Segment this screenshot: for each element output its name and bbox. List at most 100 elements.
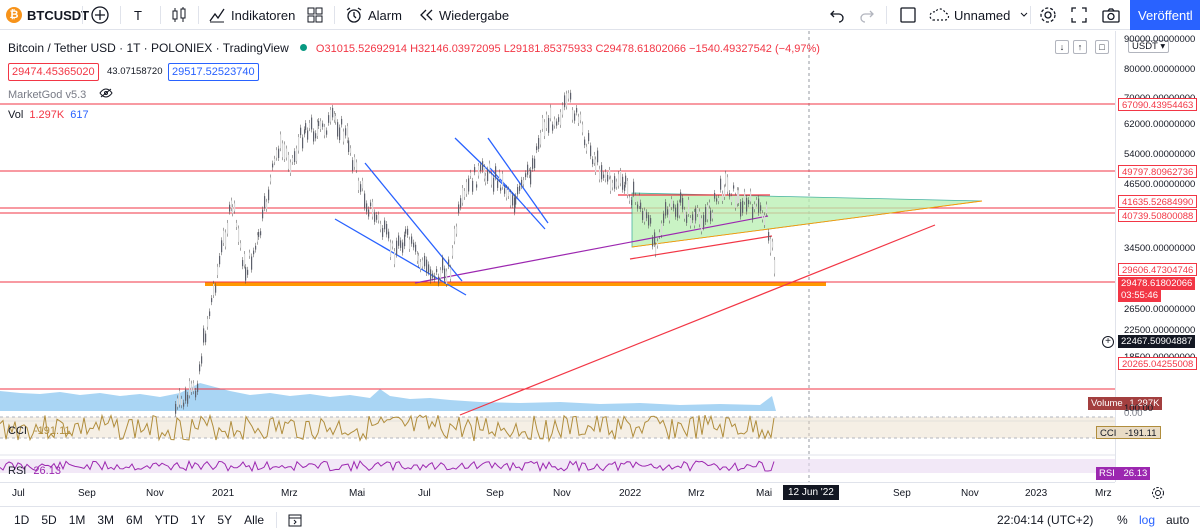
volume-value: 1.297K (29, 109, 65, 121)
candle-body (599, 168, 601, 180)
candle-body (240, 243, 242, 248)
candle-body (249, 252, 251, 256)
candle-body (335, 115, 337, 122)
candle-body (307, 130, 309, 140)
range-3m-button[interactable]: 3M (97, 512, 115, 527)
candle-body (417, 254, 419, 261)
candle-body (407, 228, 409, 235)
candle-body (514, 197, 516, 213)
currency-select[interactable]: USDT ▾ (1128, 40, 1170, 53)
price-scale[interactable]: USDT ▾ 90000.00000000 80000.00000000 700… (1088, 31, 1200, 482)
clock[interactable]: 22:04:14 (UTC+2) (997, 512, 1094, 527)
range-1m-button[interactable]: 1M (68, 512, 86, 527)
range-6m-button[interactable]: 6M (126, 512, 143, 527)
time-axis[interactable]: Jul Sep Nov 2021 Mrz Mai Jul Sep Nov 202… (0, 482, 1164, 504)
candle-body (348, 140, 350, 152)
gear-icon[interactable] (1151, 486, 1165, 500)
range-5y-button[interactable]: 5Y (217, 512, 233, 527)
candle-body (705, 207, 707, 222)
candle-body (519, 185, 521, 191)
candle-body (667, 209, 669, 215)
templates-button[interactable] (306, 4, 324, 26)
symbol-search[interactable]: ₿ BTCUSDT (6, 4, 89, 26)
range-all-button[interactable]: Alle (244, 512, 265, 527)
candle-body (504, 188, 506, 194)
settings-button[interactable] (1039, 4, 1057, 26)
candle-body (330, 109, 332, 122)
fullscreen-select-button[interactable] (899, 4, 917, 26)
redo-icon (860, 10, 874, 23)
candle-body (470, 172, 472, 176)
candle-body (318, 121, 320, 127)
chart-pane[interactable]: Bitcoin / Tether USD · 1T · POLONIEX · T… (0, 31, 1200, 482)
range-ytd-button[interactable]: YTD (154, 512, 179, 527)
candle-body (499, 172, 501, 180)
replay-button[interactable]: Wiedergabe (418, 4, 509, 26)
date-range-icon[interactable] (287, 512, 303, 528)
candle-body (482, 161, 484, 171)
candle-body (315, 133, 317, 139)
candle-body (376, 214, 378, 220)
time-tick: 2021 (212, 488, 235, 499)
candle-body (690, 218, 692, 226)
cci-tag-value: -191.11 (1125, 428, 1157, 439)
alert-button[interactable]: Alarm (345, 4, 402, 26)
range-1y-button[interactable]: 1Y (190, 512, 206, 527)
crosshair-date-label: 12 Jun '22 (783, 485, 839, 500)
pane-up-button[interactable]: ↑ (1073, 40, 1087, 54)
candle-body (580, 114, 582, 121)
timeframe-button[interactable]: T (134, 4, 142, 26)
ohlc-values: O31015.52692914 H32146.03972095 L29181.8… (315, 43, 820, 55)
candle-body (358, 180, 360, 191)
candle-body (372, 201, 374, 217)
log-toggle[interactable]: log (1139, 512, 1156, 527)
redo-button[interactable] (858, 4, 876, 26)
candle-body (768, 232, 770, 241)
ask-box[interactable]: 29517.52523740 (168, 63, 259, 81)
candle-body (392, 243, 394, 247)
percent-toggle[interactable]: % (1117, 512, 1128, 527)
range-5d-button[interactable]: 5D (41, 512, 57, 527)
price-label: 20265.04255008 (1118, 357, 1198, 370)
symbol-label: BTCUSDT (27, 7, 90, 23)
candle-body (622, 176, 624, 190)
undo-button[interactable] (828, 4, 846, 26)
candle-body (388, 231, 390, 239)
volume-legend: Vol 1.297K 617 (8, 109, 89, 121)
snapshot-button[interactable] (1101, 4, 1121, 26)
layout-button[interactable]: Unnamed (928, 4, 1030, 26)
candle-body (384, 220, 386, 230)
add-alert-plus-icon[interactable]: + (1102, 336, 1114, 348)
candle-body (684, 209, 686, 219)
candle-body (400, 240, 402, 248)
candle-body (756, 199, 758, 204)
eye-hidden-icon[interactable] (99, 88, 113, 98)
range-1d-button[interactable]: 1D (14, 512, 30, 527)
fullscreen-button[interactable] (1070, 4, 1088, 26)
candle-body (424, 255, 426, 267)
publish-button[interactable]: Veröffentl (1130, 0, 1200, 30)
candle-body (396, 240, 398, 255)
candle-body (343, 131, 345, 142)
compare-button[interactable] (90, 4, 110, 26)
add-symbol-icon (91, 6, 109, 24)
pane-down-button[interactable]: ↓ (1055, 40, 1069, 54)
candle-body (646, 212, 648, 219)
price-chart-canvas[interactable] (0, 31, 1115, 482)
candle-body (682, 198, 684, 210)
rsi-tag: RSI 26.13 (1096, 467, 1151, 480)
indicators-icon (209, 8, 225, 23)
candle-body (718, 197, 720, 202)
candle-body (550, 107, 552, 119)
indicators-button[interactable]: Indikatoren (208, 4, 295, 26)
chart-type-button[interactable] (170, 4, 188, 26)
candle-body (697, 207, 699, 215)
candle-body (639, 195, 641, 207)
candle-body (601, 165, 603, 180)
candle-body (517, 187, 519, 195)
pane-maximize-button[interactable]: □ (1095, 40, 1109, 54)
candle-body (292, 157, 294, 162)
candle-body (280, 134, 282, 149)
auto-toggle[interactable]: auto (1166, 512, 1190, 527)
bid-box[interactable]: 29474.45365020 (8, 63, 99, 81)
